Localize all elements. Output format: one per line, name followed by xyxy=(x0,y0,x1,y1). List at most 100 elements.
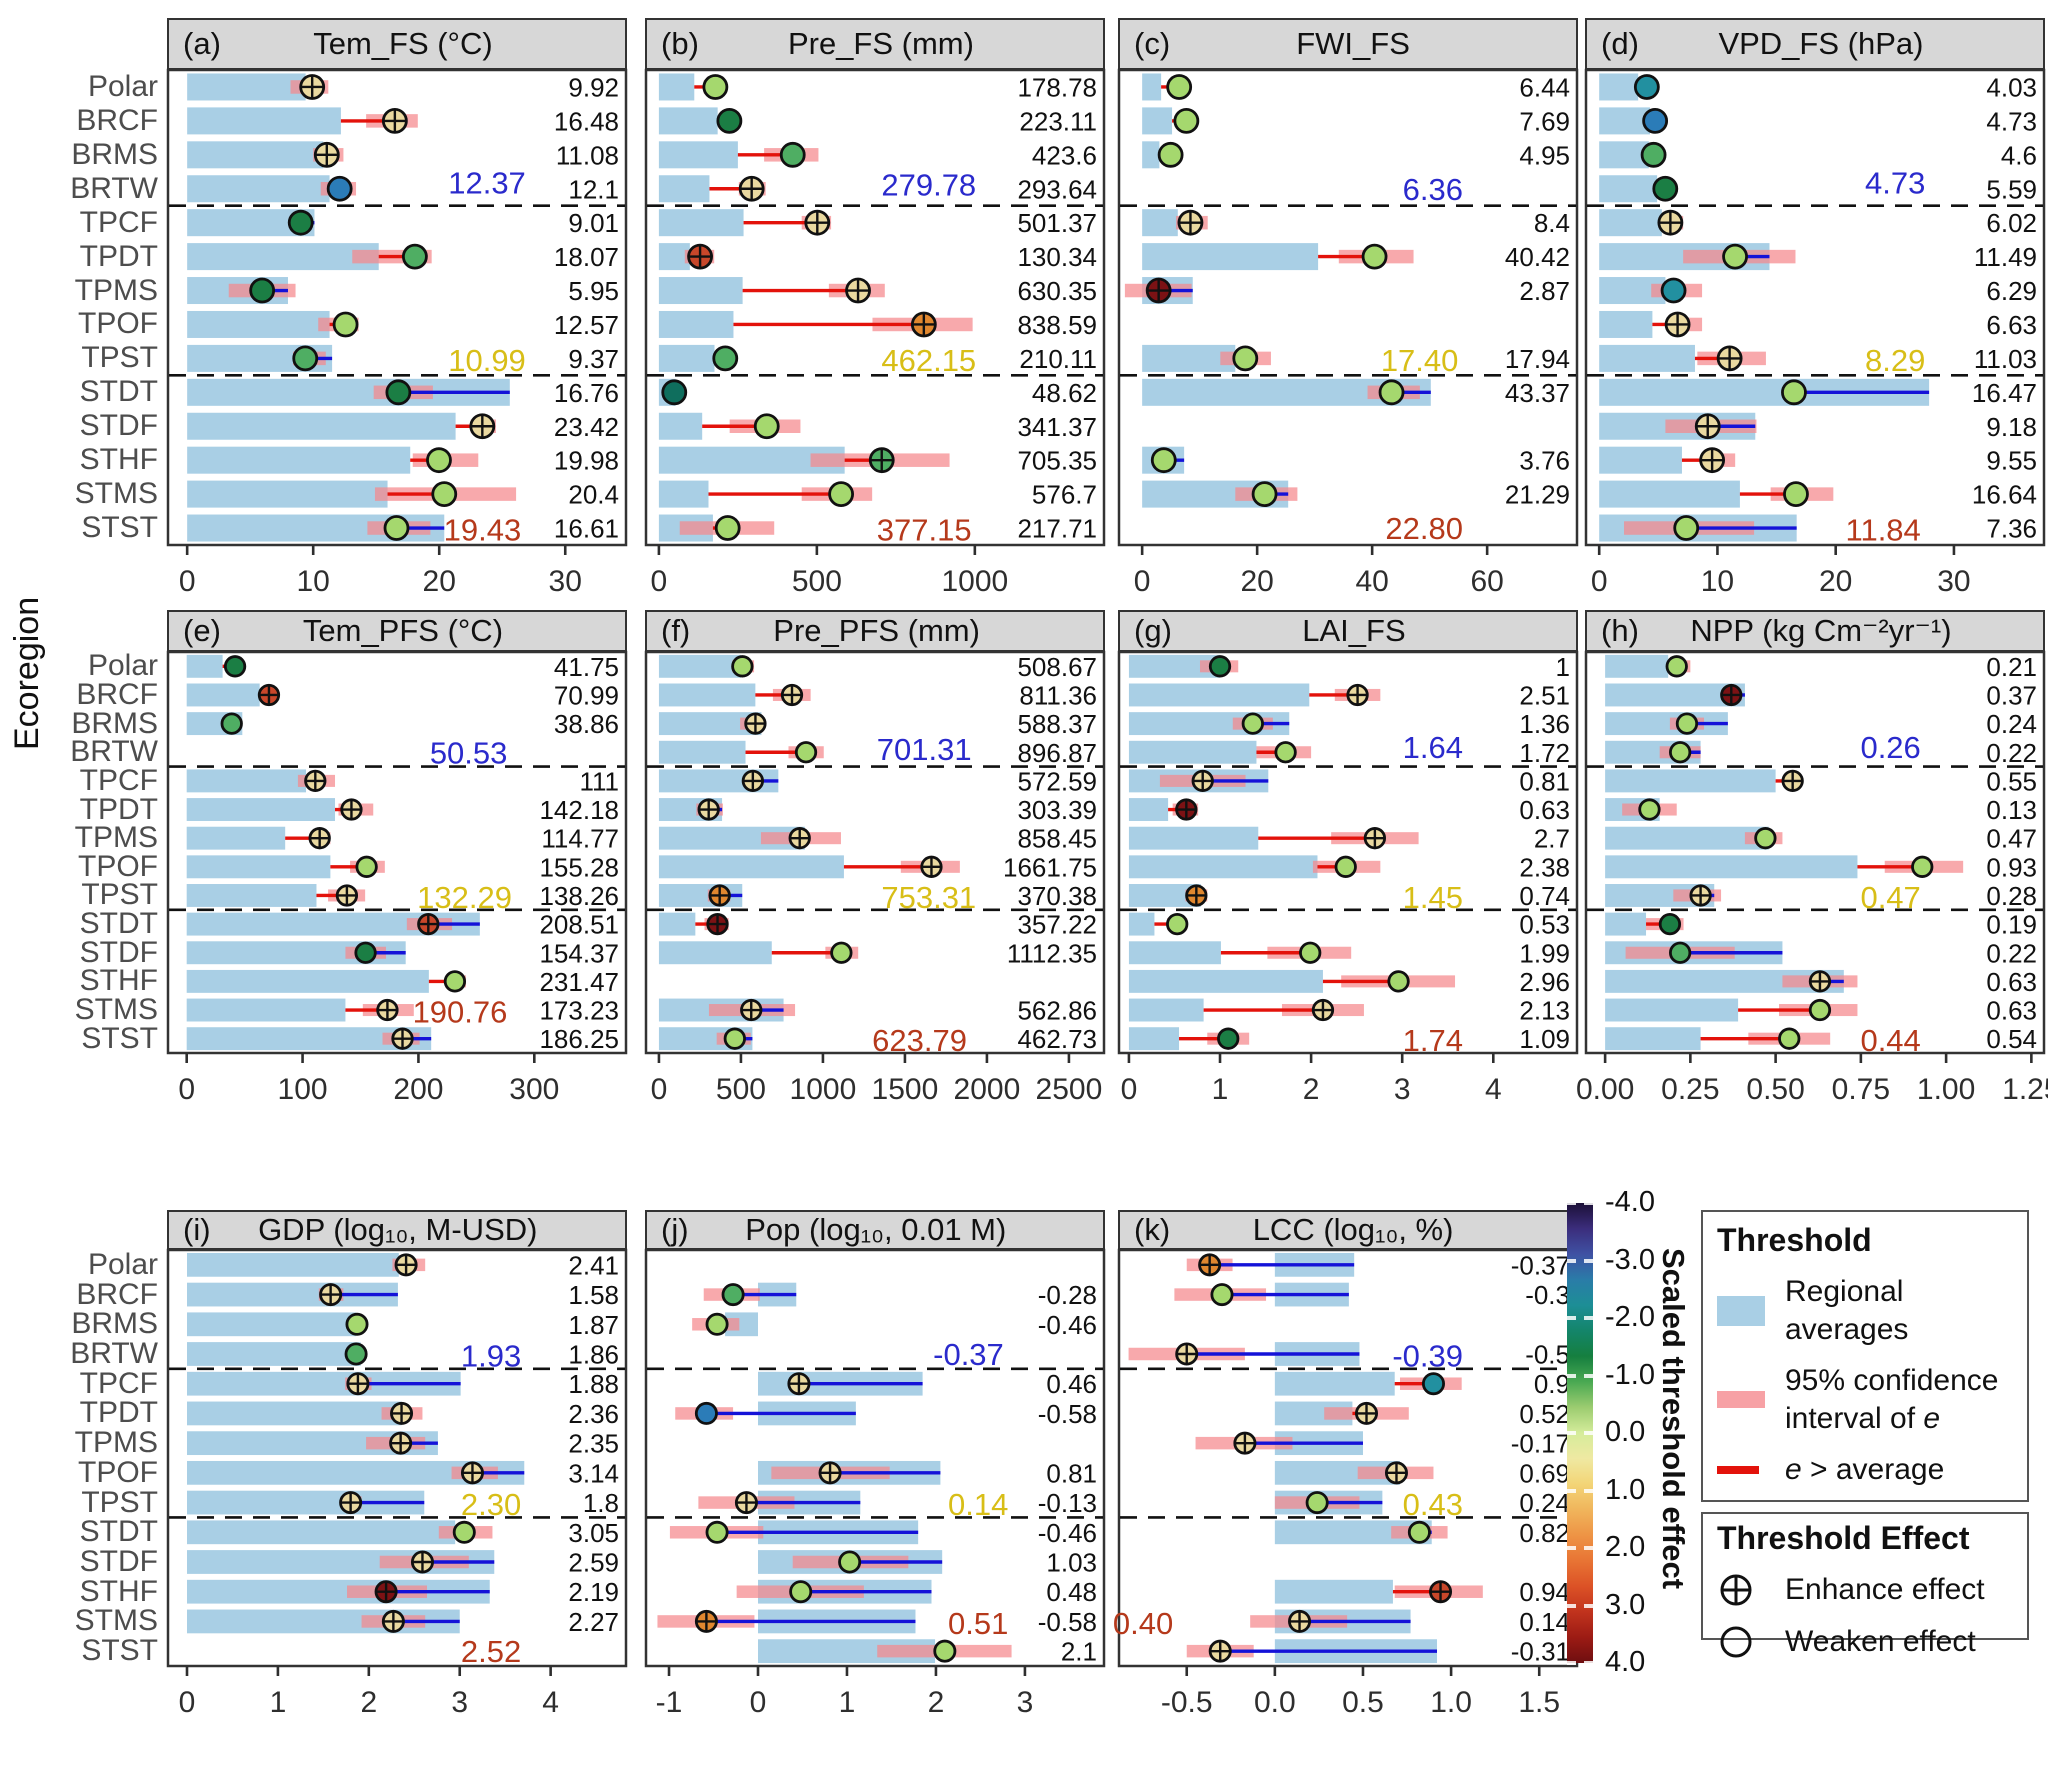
panel-g: (g) LAI_FS 1 2.51 1.36 1.72 0.81 0.63 2.7 2.38 0.7… xyxy=(1117,610,1579,1113)
group-mean-label-gold: 753.31 xyxy=(881,880,976,915)
group-mean-label-gold: 8.29 xyxy=(1865,343,1925,378)
threshold-value-label: 9.55 xyxy=(1986,446,2037,476)
panel-d: (d) VPD_FS (hPa) 4.03 4.73 4.6 5.59 6.02 11.49 6… xyxy=(1584,18,2046,605)
threshold-value-label: 1.58 xyxy=(568,1280,619,1310)
threshold-value-label: 1.86 xyxy=(568,1340,619,1370)
threshold-value-label: 0.14 xyxy=(1519,1607,1570,1637)
group-mean-label-blue: 50.53 xyxy=(430,735,508,770)
threshold-value-label: 303.39 xyxy=(1017,795,1097,825)
group-mean-label-blue: 279.78 xyxy=(881,168,976,203)
threshold-value-label: 0.63 xyxy=(1986,996,2037,1026)
colorbar-tick-mark xyxy=(1584,1488,1593,1493)
threshold-value-label: 0.74 xyxy=(1519,881,1570,911)
legend-item-label: Regional averages xyxy=(1785,1275,1909,1346)
ecoregion-label-stms: STMS xyxy=(74,1604,158,1638)
threshold-value-label: 2.96 xyxy=(1519,967,1570,997)
threshold-value-label: 5.59 xyxy=(1986,174,2037,204)
threshold-value-label: 2.19 xyxy=(568,1577,619,1607)
colorbar-tick-mark xyxy=(1567,1201,1576,1205)
x-tick-label: 20 xyxy=(1240,565,1273,598)
colorbar-tick-label: 0.0 xyxy=(1605,1416,1646,1448)
colorbar-tick-mark xyxy=(1584,1661,1593,1665)
threshold-value-label: 2.51 xyxy=(1519,680,1570,710)
legend-item-label: Enhance effect xyxy=(1785,1573,1985,1607)
threshold-value-label: 12.57 xyxy=(554,310,619,340)
panel-h-chart: 0.210.370.240.220.550.130.470.930.280.19… xyxy=(1576,650,2048,1106)
x-tick-label: 100 xyxy=(278,1073,328,1106)
x-tick-label: 0.25 xyxy=(1661,1073,1719,1106)
threshold-value-label: 210.11 xyxy=(1019,344,1097,374)
ecoregion-label-tpcf: TPCF xyxy=(79,205,158,239)
threshold-value-label: 0.47 xyxy=(1986,824,2037,854)
threshold-value-label: 572.59 xyxy=(1017,766,1097,796)
ecoregion-label-brtw: BRTW xyxy=(70,1337,158,1370)
panel-letter: (g) xyxy=(1134,613,1172,648)
threshold-value-label: 1661.75 xyxy=(1003,852,1097,882)
threshold-value-label: 6.63 xyxy=(1986,310,2037,340)
threshold-value-label: 0.82 xyxy=(1519,1518,1570,1548)
ecoregion-label-stdf: STDF xyxy=(79,409,158,443)
threshold-value-label: 154.37 xyxy=(539,938,619,968)
panel-c: (c) FWI_FS 6.44 7.69 4.95 8.4 40.42 2.87 17.94 43… xyxy=(1117,18,1579,605)
threshold-value-label: 341.37 xyxy=(1017,412,1097,442)
x-tick-label: 2 xyxy=(1303,1073,1320,1106)
x-tick-label: 3 xyxy=(451,1686,468,1719)
colorbar-tick-mark xyxy=(1567,1258,1576,1263)
panel-e-header: (e) Tem_PFS (°C) xyxy=(167,610,627,652)
panel-letter: (e) xyxy=(183,613,221,648)
group-mean-label-gold: 462.15 xyxy=(881,343,976,378)
x-tick-label: -0.5 xyxy=(1161,1686,1213,1719)
group-mean-label-gold: 132.29 xyxy=(417,880,512,915)
panel-a-header: (a) Tem_FS (°C) xyxy=(167,18,627,70)
threshold-value-label: 4.03 xyxy=(1986,72,2037,102)
threshold-value-label: 4.6 xyxy=(2001,140,2037,170)
threshold-value-label: 462.73 xyxy=(1017,1024,1097,1054)
threshold-value-label: 1.36 xyxy=(1519,709,1570,739)
panel-h-header: (h) NPP (kg Cm⁻²yr⁻¹) xyxy=(1585,610,2045,652)
x-tick-label: 3 xyxy=(1394,1073,1411,1106)
threshold-value-label: 2.1 xyxy=(1061,1637,1097,1667)
group-mean-label-red: 1.74 xyxy=(1403,1023,1463,1058)
threshold-value-label: 6.02 xyxy=(1986,208,2037,238)
threshold-value-label: 0.9 xyxy=(1534,1369,1570,1399)
colorbar-tick-label: -4.0 xyxy=(1605,1186,1655,1218)
panel-letter: (b) xyxy=(661,26,699,61)
threshold-value-label: 9.37 xyxy=(568,344,619,374)
threshold-value-label: -0.46 xyxy=(1038,1310,1097,1340)
ecoregion-label-stms: STMS xyxy=(74,993,158,1027)
legend-item-weaken: Weaken effect xyxy=(1717,1623,2013,1661)
threshold-value-label: 4.73 xyxy=(1986,106,2037,136)
threshold-value-label: -0.37 xyxy=(1511,1250,1570,1280)
legend-item-e-gt: e > average xyxy=(1717,1451,2013,1489)
panel-title: Tem_FS (°C) xyxy=(313,26,493,61)
threshold-value-label: 9.18 xyxy=(1986,412,2037,442)
panel-g-header: (g) LAI_FS xyxy=(1118,610,1578,652)
threshold-value-label: 16.61 xyxy=(554,514,619,544)
legend-threshold-title: Threshold xyxy=(1717,1222,1872,1258)
x-tick-label: 1000 xyxy=(790,1073,857,1106)
panel-title: NPP (kg Cm⁻²yr⁻¹) xyxy=(1690,613,1952,648)
x-tick-label: 40 xyxy=(1355,565,1388,598)
ecoregion-label-stst: STST xyxy=(81,511,158,545)
group-mean-label-gold: 0.47 xyxy=(1860,880,1920,915)
ecoregion-label-stst: STST xyxy=(81,1634,158,1668)
threshold-value-label: 811.36 xyxy=(1019,680,1097,710)
x-tick-label: 0 xyxy=(178,1073,195,1106)
threshold-value-label: 130.34 xyxy=(1017,242,1097,272)
threshold-value-label: 155.28 xyxy=(539,852,619,882)
threshold-value-label: 0.24 xyxy=(1986,709,2037,739)
legend-threshold: Threshold Regional averages 95% confiden… xyxy=(1701,1210,2029,1538)
ecoregion-label-tpms: TPMS xyxy=(74,273,158,307)
threshold-value-label: 0.69 xyxy=(1519,1458,1570,1488)
threshold-value-label: 1.72 xyxy=(1519,738,1570,768)
legend-item-label: Weaken effect xyxy=(1785,1625,1976,1659)
x-tick-label: 0 xyxy=(651,1073,668,1106)
threshold-value-label: 0.19 xyxy=(1986,910,2037,940)
x-tick-label: 4 xyxy=(542,1686,559,1719)
threshold-value-label: 2.35 xyxy=(568,1429,619,1459)
threshold-value-label: 501.37 xyxy=(1017,208,1097,238)
panel-letter: (h) xyxy=(1601,613,1639,648)
threshold-value-label: -0.58 xyxy=(1038,1399,1097,1429)
threshold-value-label: 3.05 xyxy=(568,1518,619,1548)
threshold-value-label: 40.42 xyxy=(1505,242,1570,272)
